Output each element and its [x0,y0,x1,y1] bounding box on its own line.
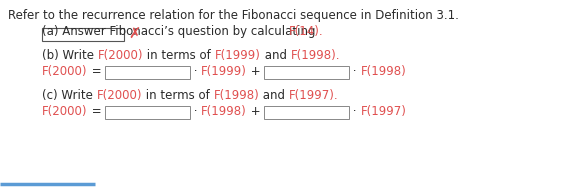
Text: ✗: ✗ [128,27,141,42]
Text: F(1998): F(1998) [361,65,406,77]
Text: +: + [247,65,264,77]
Text: +: + [247,105,264,117]
Bar [105,105,190,119]
Text: F(1999): F(1999) [215,48,261,62]
Text: =: = [87,105,105,117]
Text: F(1997).: F(1997). [289,88,339,102]
Text: (a) Answer Fibonacci’s question by calculating: (a) Answer Fibonacci’s question by calcu… [42,25,319,38]
Text: F(1997): F(1997) [360,105,406,117]
Text: F(2000): F(2000) [98,48,143,62]
Text: F(1999): F(1999) [201,65,247,77]
Text: F(2000): F(2000) [42,105,87,117]
Text: in terms of: in terms of [142,88,213,102]
Text: ·: · [349,105,360,117]
Bar [105,65,190,79]
Bar [42,28,124,41]
Text: F(2000): F(2000) [42,65,87,77]
Text: F(14).: F(14). [289,25,324,38]
Text: F(1998).: F(1998). [290,48,340,62]
Text: =: = [87,65,105,77]
Text: (c) Write: (c) Write [42,88,97,102]
Text: ·: · [190,105,201,117]
Bar [264,105,349,119]
Text: (b) Write: (b) Write [42,48,98,62]
Text: F(1998): F(1998) [213,88,259,102]
Bar [264,65,349,79]
Text: and: and [261,48,290,62]
Text: Refer to the recurrence relation for the Fibonacci sequence in Definition 3.1.: Refer to the recurrence relation for the… [8,9,459,22]
Text: F(1998): F(1998) [201,105,247,117]
Text: ·: · [349,65,361,77]
Text: and: and [259,88,289,102]
Text: ·: · [190,65,201,77]
Text: F(2000): F(2000) [97,88,142,102]
Text: in terms of: in terms of [143,48,215,62]
